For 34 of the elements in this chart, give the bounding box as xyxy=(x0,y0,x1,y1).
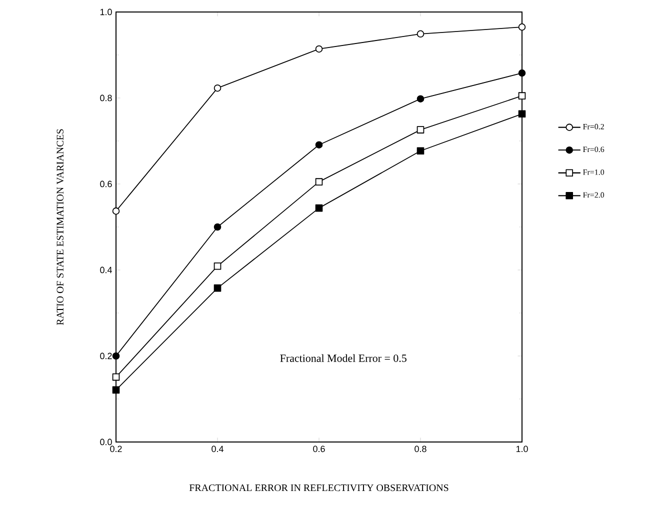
x-tick-label: 1.0 xyxy=(516,446,528,452)
y-tick-label: 0.2 xyxy=(100,352,112,360)
point xyxy=(112,373,120,381)
point xyxy=(518,23,526,31)
x-tick-label: 0.2 xyxy=(110,446,122,452)
y-tick-label: 0.6 xyxy=(100,180,112,188)
point xyxy=(518,69,526,77)
y-tick-label: 0.4 xyxy=(100,266,112,274)
annotation: Fractional Model Error = 0.5 xyxy=(280,354,406,362)
point xyxy=(112,207,120,215)
y-tick-label: 0.0 xyxy=(100,438,112,446)
point xyxy=(214,262,222,270)
point xyxy=(112,386,120,394)
point xyxy=(416,126,424,134)
point xyxy=(518,92,526,100)
point xyxy=(315,204,323,212)
x-tick-label: 0.6 xyxy=(313,446,325,452)
y-tick-label: 1.0 xyxy=(100,8,112,16)
point xyxy=(315,178,323,186)
point xyxy=(518,110,526,118)
point xyxy=(214,223,222,231)
x-axis-title: FRACTIONAL ERROR IN REFLECTIVITY OBSERVATIONS xyxy=(189,484,448,492)
point xyxy=(315,45,323,53)
point xyxy=(214,284,222,292)
point xyxy=(315,141,323,149)
point xyxy=(112,352,120,360)
y-tick-label: 0.8 xyxy=(100,94,112,102)
y-axis-title: RATIO OF STATE ESTIMATION VARIANCES xyxy=(56,129,64,326)
point xyxy=(416,95,424,102)
point xyxy=(416,147,424,155)
x-tick-label: 0.4 xyxy=(212,446,224,452)
point xyxy=(214,84,222,92)
x-tick-label: 0.8 xyxy=(414,446,426,452)
point xyxy=(416,30,424,38)
